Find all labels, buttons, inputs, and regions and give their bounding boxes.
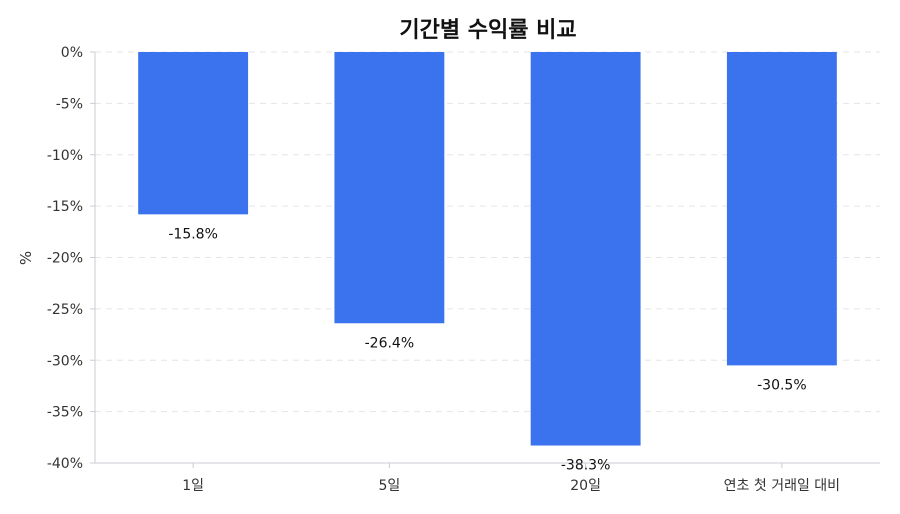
x-tick-label: 1일 bbox=[182, 478, 204, 494]
x-tick-label: 20일 bbox=[570, 478, 601, 494]
y-tick-label: -15% bbox=[47, 199, 83, 215]
y-tick-label: -40% bbox=[47, 456, 83, 472]
y-tick-label: -5% bbox=[56, 96, 83, 112]
bar bbox=[726, 52, 837, 366]
x-tick-label: 연초 첫 거래일 대비 bbox=[724, 478, 840, 494]
y-tick-label: -20% bbox=[47, 251, 83, 267]
bars bbox=[138, 52, 837, 446]
bar-data-label: -26.4% bbox=[365, 335, 415, 351]
y-tick-label: -30% bbox=[47, 353, 83, 369]
y-axis-label: % bbox=[17, 251, 35, 265]
bar-data-label: -30.5% bbox=[757, 377, 807, 393]
bar bbox=[530, 52, 641, 446]
bar-data-label: -38.3% bbox=[561, 458, 611, 474]
y-tick-label: -10% bbox=[47, 148, 83, 164]
bar bbox=[138, 52, 249, 215]
bar-data-label: -15.8% bbox=[168, 226, 218, 242]
chart-title: 기간별 수익률 비교 bbox=[399, 18, 576, 43]
axes bbox=[90, 51, 880, 468]
y-tick-label: -35% bbox=[47, 405, 83, 421]
y-tick-label: 0% bbox=[61, 45, 83, 61]
labels: 0% -5% -10% -15% -20% -25% -30% -35% -40% -15.8% 1… bbox=[47, 45, 840, 494]
y-tick-label: -25% bbox=[47, 302, 83, 318]
bar bbox=[334, 52, 445, 324]
x-tick-label: 5일 bbox=[378, 478, 400, 494]
